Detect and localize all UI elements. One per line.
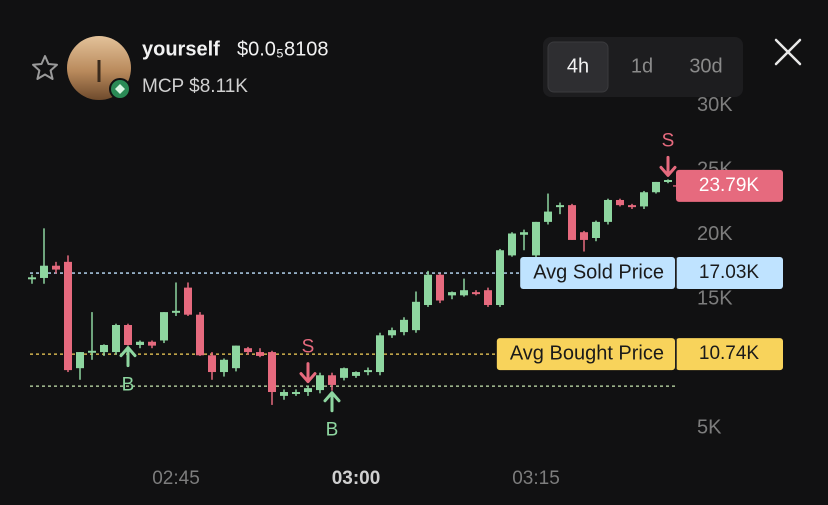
- candle-body: [316, 375, 324, 391]
- candle-body: [592, 221, 600, 238]
- candle-body: [628, 205, 636, 208]
- candle-body: [208, 355, 216, 373]
- timeframe-tab[interactable]: 30d: [689, 55, 722, 77]
- candle-body: [472, 292, 480, 295]
- candle-body: [40, 265, 48, 278]
- market-cap: MCP $8.11K: [142, 76, 248, 97]
- candle-body: [76, 352, 84, 369]
- candle-body: [160, 312, 168, 341]
- candle-body: [136, 341, 144, 345]
- candle-body: [220, 359, 228, 373]
- candle-body: [484, 290, 492, 306]
- candle-body: [232, 345, 240, 369]
- candle-body: [352, 372, 360, 376]
- y-tick-label: 5K: [697, 416, 722, 438]
- y-tick-label: 30K: [697, 94, 733, 116]
- candle-body: [568, 205, 576, 240]
- x-tick-label: 02:45: [152, 468, 200, 489]
- candle-body: [88, 350, 96, 353]
- candle-body: [652, 181, 660, 193]
- y-tick-label: 20K: [697, 223, 733, 245]
- candle-body: [460, 290, 468, 296]
- candle-body: [520, 232, 528, 235]
- candle-body: [508, 233, 516, 256]
- candle-body: [256, 352, 264, 356]
- candle-body: [556, 205, 564, 208]
- current-price-tag: [676, 169, 783, 202]
- candle-body: [604, 199, 612, 222]
- candle-body: [364, 370, 372, 373]
- level-name: Avg Sold Price: [533, 261, 664, 283]
- candle-body: [52, 265, 60, 270]
- level-value-tag: [676, 338, 783, 371]
- candle-body: [184, 287, 192, 315]
- buy-arrow: [323, 391, 341, 413]
- candle-body: [64, 261, 72, 371]
- level-value: 10.74K: [699, 343, 760, 364]
- favorite-star[interactable]: [32, 55, 58, 80]
- candle-body: [400, 319, 408, 333]
- trade-label: B: [122, 375, 135, 396]
- sell-arrow: [659, 155, 677, 177]
- timeframe-tab[interactable]: 4h: [567, 55, 589, 77]
- level-value: 17.03K: [699, 262, 760, 283]
- candle-body: [412, 301, 420, 331]
- candle-body: [148, 341, 156, 346]
- candle-body: [436, 274, 444, 301]
- level-name-tag: [520, 257, 675, 290]
- candle-body: [664, 180, 672, 182]
- candle-body: [616, 199, 624, 206]
- candle-body: [268, 352, 276, 393]
- candle-body: [172, 310, 180, 313]
- chart: 5K10K15K20K25K30K02:4503:0003:1523.79KAv…: [28, 94, 783, 489]
- candle-body: [340, 368, 348, 378]
- active-tab: [547, 41, 609, 93]
- badge-icon: [115, 84, 125, 94]
- candle-body: [100, 344, 108, 353]
- candle-body: [532, 221, 540, 256]
- candle-body: [376, 335, 384, 373]
- current-price-label: 23.79K: [699, 175, 760, 196]
- candle-body: [328, 375, 336, 385]
- candle-body: [640, 192, 648, 207]
- candle-body: [292, 392, 300, 395]
- trade-label: S: [302, 337, 315, 358]
- sell-arrow: [299, 362, 317, 384]
- trade-label: B: [326, 420, 339, 441]
- candle-body: [580, 232, 588, 240]
- trade-label: S: [662, 130, 675, 151]
- candle-body: [280, 392, 288, 396]
- x-tick-label: 03:00: [332, 468, 381, 489]
- level-name: Avg Bought Price: [510, 342, 664, 364]
- buy-arrow: [119, 346, 137, 368]
- candle-body: [304, 388, 312, 393]
- token-name: yourself: [142, 38, 220, 60]
- close-button[interactable]: [774, 38, 802, 66]
- level-value-tag: [676, 257, 783, 290]
- candle-body: [28, 277, 36, 280]
- timeframe-tab[interactable]: 1d: [631, 55, 653, 77]
- level-name-tag: [496, 338, 675, 371]
- x-tick-label: 03:15: [512, 468, 560, 489]
- candle-body: [544, 211, 552, 222]
- token-price: $0.0₅8108: [237, 38, 328, 60]
- candle-body: [388, 330, 396, 336]
- candle-body: [448, 292, 456, 296]
- y-tick-label: 15K: [697, 288, 733, 310]
- candle-body: [496, 250, 504, 306]
- candle-body: [124, 325, 132, 345]
- candle-body: [244, 348, 252, 353]
- candle-body: [112, 325, 120, 353]
- candle-body: [424, 274, 432, 306]
- candle-body: [196, 314, 204, 356]
